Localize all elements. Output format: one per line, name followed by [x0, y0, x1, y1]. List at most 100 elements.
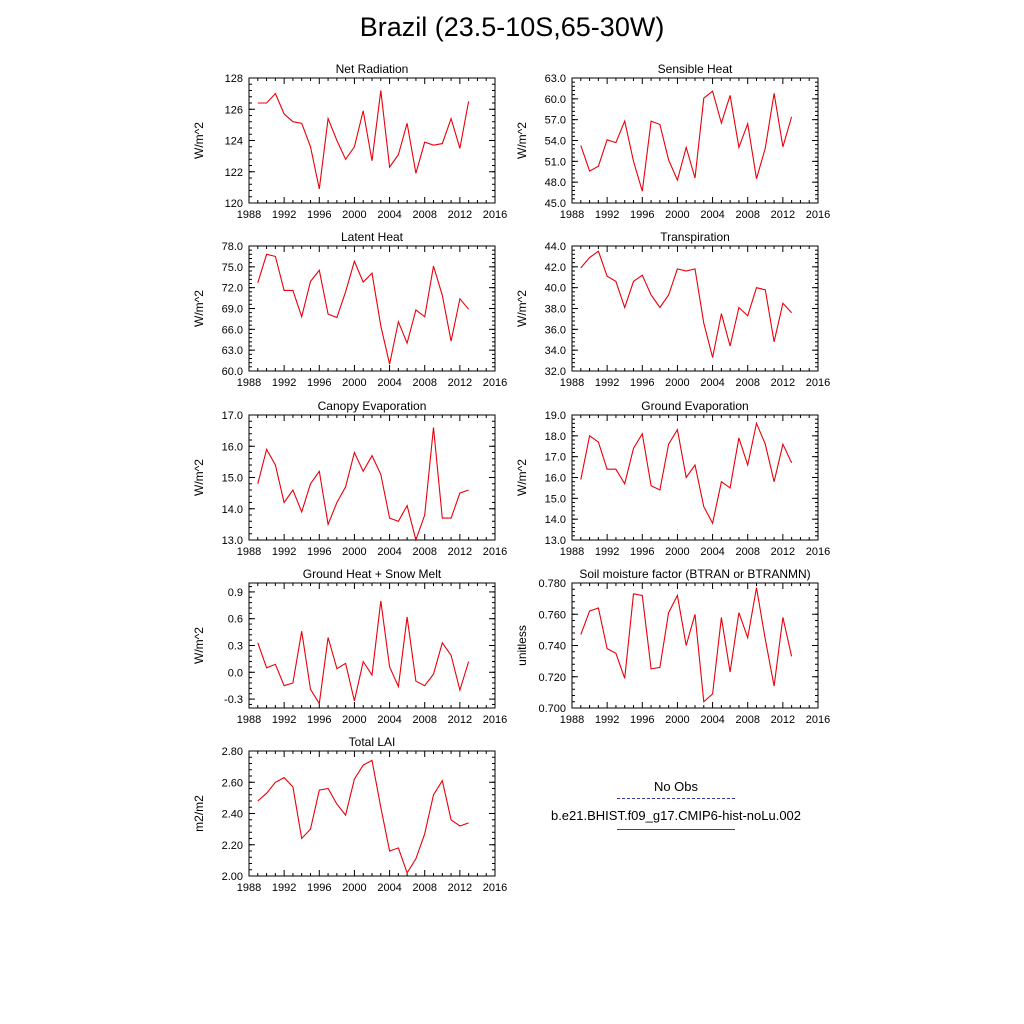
x-tick-label: 1996	[307, 209, 331, 221]
plot-frame	[248, 750, 496, 877]
y-axis-label: W/m^2	[515, 459, 529, 496]
chart-panel-9: Total LAI m2/m2 1988 1992 1996 2000 2004 2008 20…	[192, 735, 507, 894]
chart-panel-1: Net Radiation W/m^2 1988 1992 1996 2000 2004 20…	[192, 62, 507, 221]
plot-frame	[571, 245, 819, 372]
y-tick-label: 54.0	[545, 136, 566, 148]
y-tick-label: 17.0	[222, 410, 243, 422]
chart-panel-6: Ground Evaporation W/m^2 1988 1992 1996 2000 2…	[515, 399, 830, 558]
y-tick-label: 0.6	[228, 614, 243, 626]
y-tick-label: 2.00	[222, 871, 243, 883]
x-tick-label: 1988	[237, 546, 261, 558]
x-tick-label: 2016	[483, 882, 507, 894]
series-line	[580, 90, 793, 192]
y-tick-label: 16.0	[545, 473, 566, 485]
x-tick-label: 2004	[377, 714, 401, 726]
x-tick-label: 2000	[342, 714, 366, 726]
x-tick-label: 2012	[771, 377, 795, 389]
series-line	[257, 90, 470, 190]
y-tick-label: 60.0	[545, 94, 566, 106]
y-tick-label: 34.0	[545, 345, 566, 357]
x-tick-label: 1996	[307, 714, 331, 726]
legend: No Obs b.e21.BHIST.f09_g17.CMIP6-hist-no…	[520, 778, 832, 830]
x-tick-label: 2016	[806, 209, 830, 221]
series-line	[257, 759, 469, 875]
x-tick-label: 2016	[483, 546, 507, 558]
legend-swatch-obs	[617, 798, 735, 799]
x-tick-label: 1988	[560, 209, 584, 221]
x-tick-label: 2012	[771, 209, 795, 221]
x-tick-label: 2012	[448, 546, 472, 558]
series-line	[580, 250, 793, 358]
y-tick-label: 16.0	[222, 441, 243, 453]
y-tick-label: 13.0	[222, 535, 243, 547]
x-tick-label: 1988	[560, 377, 584, 389]
x-tick-label: 2008	[412, 882, 436, 894]
x-tick-label: 2004	[377, 209, 401, 221]
x-tick-label: 1996	[630, 377, 654, 389]
x-tick-label: 1996	[630, 209, 654, 221]
legend-label-model: b.e21.BHIST.f09_g17.CMIP6-hist-noLu.002	[550, 808, 802, 823]
y-tick-label: 60.0	[222, 366, 243, 378]
x-tick-label: 1996	[307, 546, 331, 558]
chart-panel-7: Ground Heat + Snow Melt W/m^2 1988 1992 1996…	[192, 567, 507, 726]
x-tick-label: 2008	[412, 546, 436, 558]
y-axis-label: W/m^2	[192, 122, 206, 159]
x-tick-label: 2000	[665, 377, 689, 389]
x-tick-label: 1988	[560, 714, 584, 726]
x-tick-label: 2000	[342, 209, 366, 221]
y-axis-label: W/m^2	[515, 290, 529, 327]
page-title: Brazil (23.5-10S,65-30W)	[359, 12, 665, 42]
x-tick-label: 1992	[272, 882, 296, 894]
legend-label-obs: No Obs	[653, 779, 699, 794]
chart-panel-4: Transpiration W/m^2 1988 1992 1996 2000 2004 20…	[515, 230, 830, 389]
x-tick-label: 2016	[806, 714, 830, 726]
x-tick-label: 2012	[448, 209, 472, 221]
plot-frame	[248, 414, 496, 541]
x-tick-label: 2004	[700, 209, 724, 221]
x-tick-label: 2012	[771, 714, 795, 726]
panel-title: Total LAI	[349, 735, 396, 749]
y-axis-label: W/m^2	[192, 459, 206, 496]
y-axis-label: W/m^2	[192, 290, 206, 327]
x-tick-label: 2004	[700, 377, 724, 389]
x-tick-label: 1992	[595, 714, 619, 726]
x-tick-label: 1996	[630, 546, 654, 558]
x-tick-label: 2008	[412, 377, 436, 389]
chart-panel-5: Canopy Evaporation W/m^2 1988 1992 1996 2000 2…	[192, 399, 507, 558]
series-line	[580, 587, 793, 703]
y-tick-label: 128	[225, 73, 243, 85]
y-tick-label: 122	[225, 167, 243, 179]
series-line	[580, 421, 793, 525]
x-tick-label: 1992	[272, 209, 296, 221]
panel-title: Canopy Evaporation	[318, 399, 427, 413]
x-tick-label: 2000	[342, 882, 366, 894]
series-line	[257, 253, 470, 365]
y-tick-label: 13.0	[545, 535, 566, 547]
x-tick-label: 1996	[307, 377, 331, 389]
y-tick-label: 0.9	[228, 587, 243, 599]
y-tick-label: 124	[225, 136, 243, 148]
y-tick-label: 63.0	[222, 345, 243, 357]
x-tick-label: 2016	[806, 546, 830, 558]
y-tick-label: 48.0	[545, 177, 566, 189]
x-tick-label: 2004	[377, 546, 401, 558]
x-tick-label: 1992	[272, 546, 296, 558]
y-tick-label: 63.0	[545, 73, 566, 85]
y-tick-label: 57.0	[545, 115, 566, 127]
x-tick-label: 2000	[342, 546, 366, 558]
panel-title: Latent Heat	[341, 230, 404, 244]
y-axis-label: m2/m2	[192, 795, 206, 832]
y-axis-label: W/m^2	[515, 122, 529, 159]
x-tick-label: 2012	[448, 714, 472, 726]
x-tick-label: 2016	[483, 209, 507, 221]
x-tick-label: 1992	[595, 546, 619, 558]
y-tick-label: 40.0	[545, 283, 566, 295]
x-tick-label: 2008	[412, 209, 436, 221]
series-line	[257, 427, 469, 542]
y-tick-label: 0.0	[228, 667, 243, 679]
x-tick-label: 1988	[560, 546, 584, 558]
x-tick-label: 2012	[771, 546, 795, 558]
x-tick-label: 2016	[483, 714, 507, 726]
x-tick-label: 2016	[483, 377, 507, 389]
chart-panel-8: Soil moisture factor (BTRAN or BTRANMN) u…	[515, 567, 830, 726]
